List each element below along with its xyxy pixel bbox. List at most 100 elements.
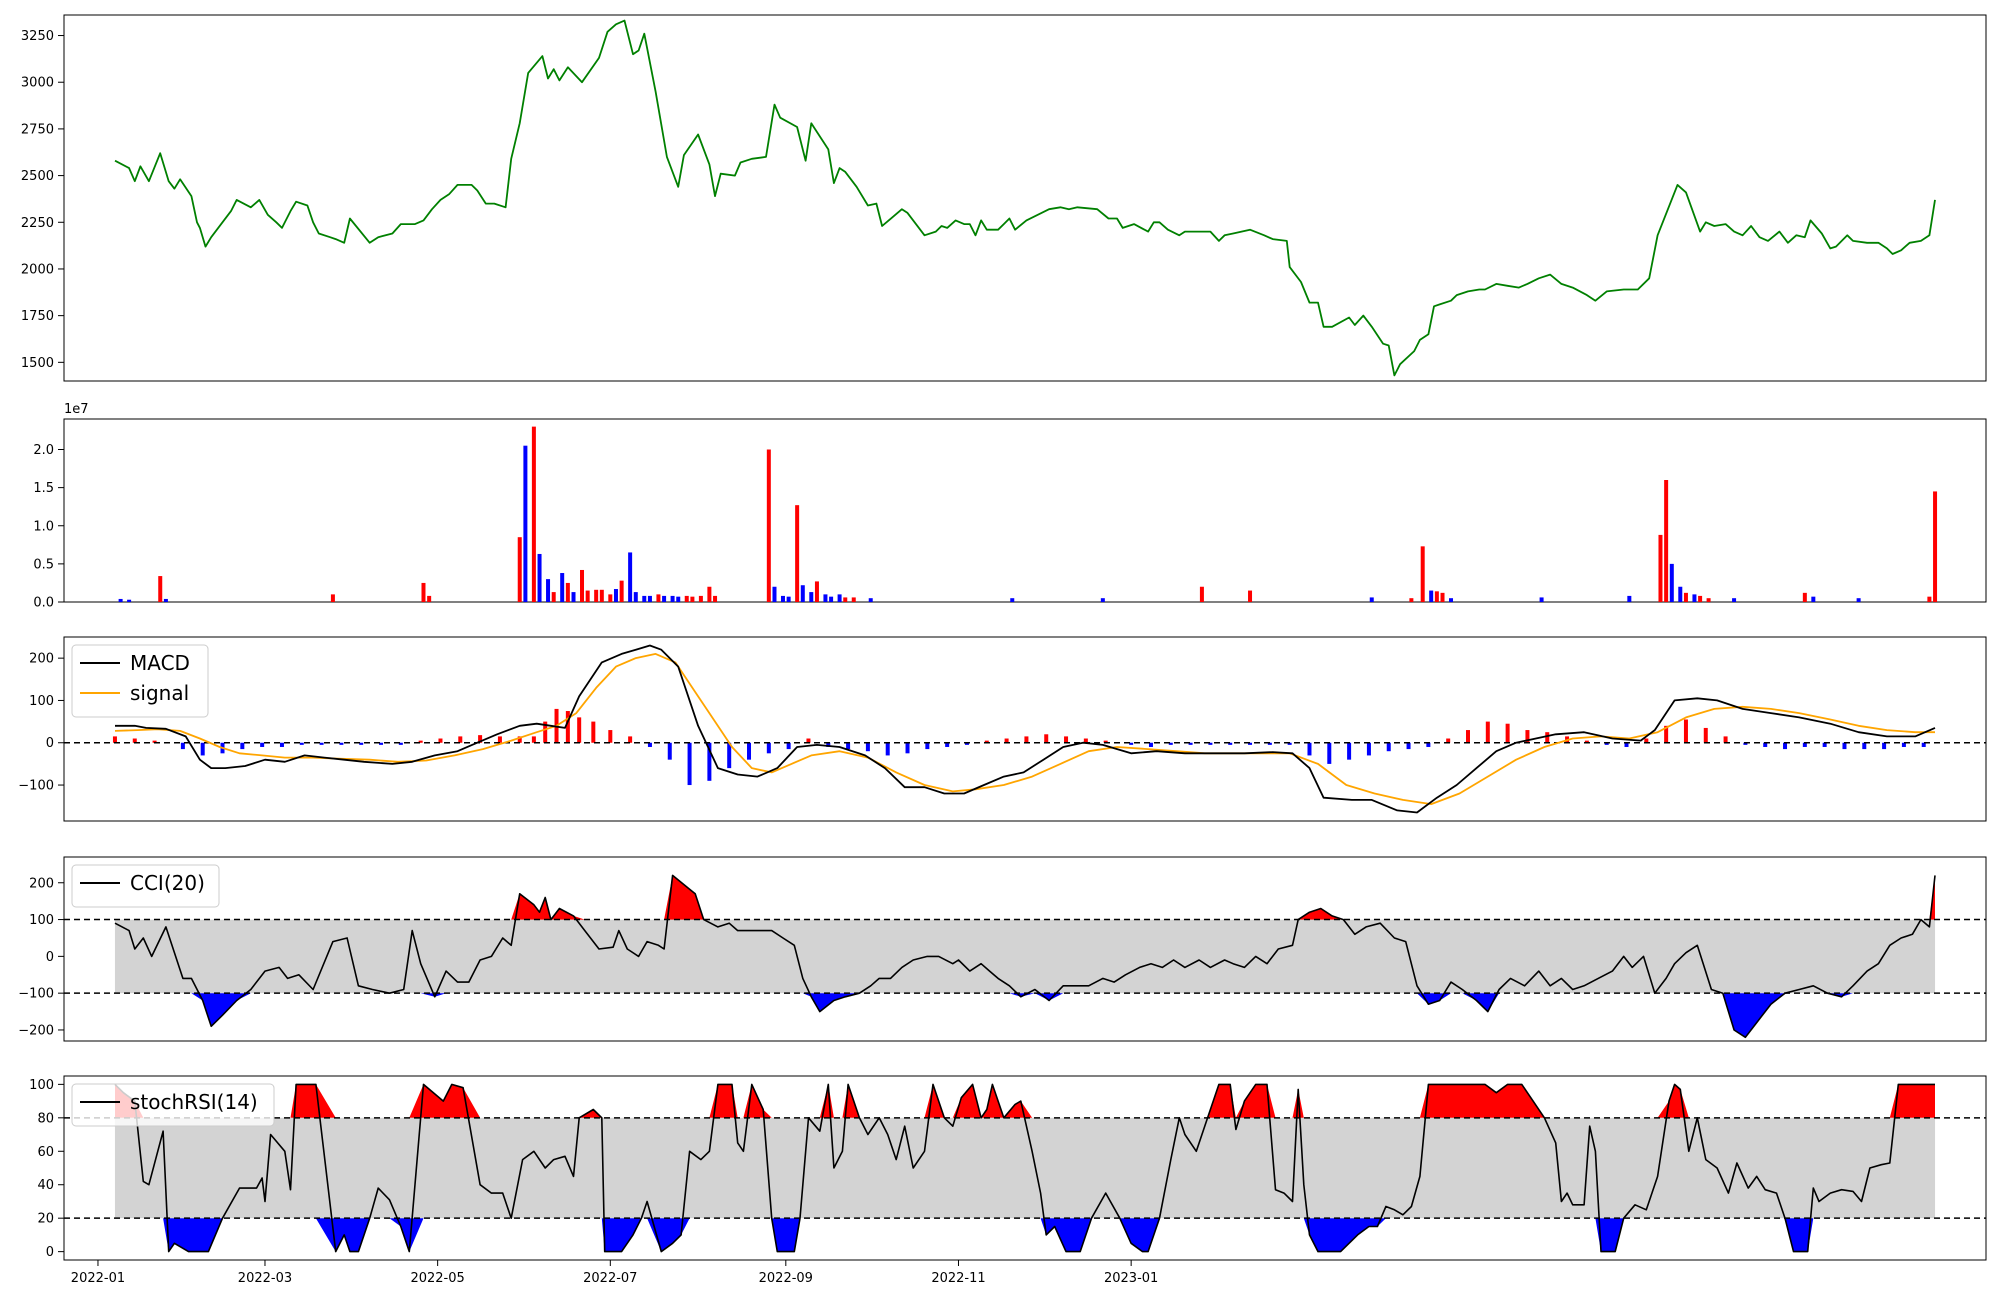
volume-bar (1692, 594, 1697, 602)
macd-histogram-bar (964, 742, 969, 745)
volume-bar (1927, 596, 1932, 602)
macd-histogram-bar (667, 742, 672, 760)
macd-histogram-bar (1485, 721, 1490, 743)
macd-legend-label: MACD (130, 651, 190, 675)
macd-histogram-bar (180, 742, 185, 750)
volume-bar (1010, 598, 1015, 602)
volume-bar (713, 595, 718, 602)
volume-bar (1811, 596, 1816, 602)
macd-histogram-bar (925, 742, 930, 750)
stochrsi-legend: stochRSI(14) (71, 1083, 275, 1127)
macd-histogram-bar (1545, 732, 1550, 743)
stochrsi-ytick-label: 100 (29, 1078, 54, 1093)
price-ytick-label: 3000 (21, 76, 54, 91)
volume-bar (809, 592, 814, 602)
volume-bar (829, 596, 834, 602)
x-tick-label: 2022-11 (931, 1271, 985, 1286)
volume-bar (1627, 595, 1632, 602)
stochrsi-legend-label: stochRSI(14) (130, 1090, 258, 1114)
macd-histogram-bar (565, 711, 570, 743)
cci-line (114, 874, 1936, 1039)
volume-bar (594, 589, 599, 602)
volume-ytick-label: 0.5 (33, 557, 54, 572)
cci-ytick-label: 200 (29, 876, 54, 891)
price-ytick-label: 2250 (21, 216, 54, 231)
price-ytick-label: 2500 (21, 169, 54, 184)
macd-histogram-bar (1024, 736, 1029, 743)
macd-histogram-bar (1148, 742, 1153, 747)
macd-histogram-bar (1168, 742, 1173, 745)
volume-bar (613, 589, 618, 602)
volume-bar (1369, 597, 1374, 602)
macd-histogram-bar (279, 742, 284, 747)
volume-bar (158, 576, 163, 602)
volume-bar (1420, 546, 1425, 602)
volume-bar (163, 598, 168, 602)
volume-bar (599, 589, 604, 602)
cci-ytick-label: 100 (29, 913, 54, 928)
macd-histogram-bar (200, 742, 205, 756)
macd-histogram-bar (240, 742, 245, 750)
volume-bar (551, 592, 556, 602)
macd-panel-frame (63, 636, 1987, 822)
macd-histogram-bar (984, 740, 989, 743)
macd-histogram-bar (1103, 740, 1108, 743)
cci-legend-box (71, 864, 220, 908)
volume-bar (427, 595, 432, 602)
stochrsi-panel-frame (63, 1075, 1987, 1261)
macd-histogram-bar (1644, 738, 1649, 743)
x-tick-label: 2022-07 (583, 1271, 637, 1286)
macd-histogram-bar (438, 738, 443, 743)
volume-bar (580, 569, 585, 602)
macd-histogram-bar (1366, 742, 1371, 756)
macd-histogram-bar (1287, 742, 1292, 745)
macd-histogram-bar (1465, 730, 1470, 743)
stochrsi-ytick-label: 0 (46, 1245, 54, 1260)
x-tick-label: 2022-03 (238, 1271, 292, 1286)
macd-legend-label: signal (130, 681, 189, 705)
cci-panel-frame (63, 856, 1987, 1042)
x-tick-label: 2022-05 (410, 1271, 464, 1286)
volume-bar (628, 552, 633, 602)
macd-histogram-bar (1763, 742, 1768, 747)
price-ytick-label: 2750 (21, 122, 54, 137)
volume-bar (814, 581, 819, 602)
macd-histogram-bar (786, 742, 791, 750)
macd-histogram-bar (591, 721, 596, 743)
volume-bar (1732, 598, 1737, 602)
macd-histogram-bar (1505, 723, 1510, 743)
macd-histogram-bar (687, 742, 692, 786)
volume-bar (1706, 598, 1711, 602)
volume-bar (676, 596, 681, 602)
cci-legend-label: CCI(20) (130, 871, 205, 895)
volume-scale-label: 1e7 (64, 402, 89, 417)
price-line (114, 19, 1936, 377)
macd-histogram-bar (1083, 738, 1088, 743)
volume-bar (1856, 598, 1861, 602)
volume-ytick-label: 0.0 (33, 596, 54, 611)
volume-bar (780, 595, 785, 602)
macd-histogram-bar (1327, 742, 1332, 764)
macd-histogram-bar (1044, 734, 1049, 743)
macd-histogram-bar (531, 736, 536, 743)
macd-histogram-bar (1802, 742, 1807, 747)
volume-bar (619, 580, 624, 602)
macd-histogram-bar (1426, 742, 1431, 747)
cci-ytick-label: −200 (18, 1023, 54, 1038)
volume-bar (560, 573, 565, 602)
macd-histogram-bar (885, 742, 890, 756)
macd-histogram-bar (1525, 730, 1530, 743)
volume-bar (1248, 590, 1253, 602)
macd-histogram-bar (727, 742, 732, 769)
volume-panel-frame (63, 418, 1987, 603)
volume-bar (684, 595, 689, 602)
x-tick-label: 2023-01 (1104, 1271, 1158, 1286)
macd-histogram-bar (647, 742, 652, 747)
volume-bar (608, 594, 613, 602)
volume-bar (571, 592, 576, 602)
macd-histogram-bar (1901, 742, 1906, 747)
macd-histogram-bar (1882, 742, 1887, 750)
macd-histogram-bar (1723, 736, 1728, 743)
cci-ytick-label: 0 (46, 950, 54, 965)
volume-bar (546, 579, 551, 602)
